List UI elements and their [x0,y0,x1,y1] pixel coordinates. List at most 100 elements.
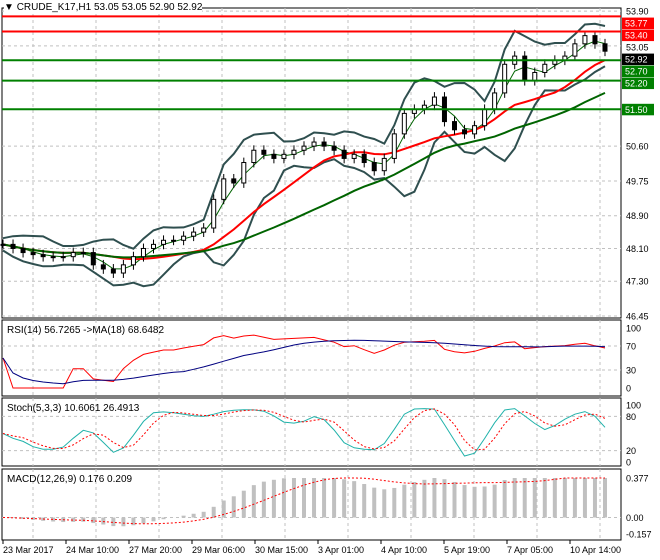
macd-histogram-bar [322,478,327,518]
macd-histogram-bar [51,517,56,522]
level-tag-label: 53.77 [625,19,648,29]
time-tick-label: 24 Mar 10:00 [66,545,119,555]
candle-body [582,35,588,45]
candle-body [502,63,508,94]
pane-border-1 [1,319,622,397]
candle-body [0,243,6,246]
macd-histogram-bar [352,481,357,518]
indicator-tick-label: 0.377 [626,474,649,484]
macd-histogram-bar [522,478,527,518]
macd-histogram-bar [502,480,507,518]
macd-signal-line [2,477,605,525]
time-tick-label: 27 Mar 20:00 [129,545,182,555]
candle-body [271,153,277,159]
macd-histogram-bar [251,485,256,518]
candle-body [251,149,257,164]
macd-histogram-bar [372,487,377,518]
macd-histogram-bar [392,487,397,518]
current-price-tag [622,53,654,66]
candle-body [401,112,407,135]
candle-body [50,256,56,259]
candle-body [171,239,177,242]
level-tag [622,65,654,78]
candle-body [592,35,598,45]
macd-histogram-bar [302,478,306,518]
stoch-signal-line [2,408,606,451]
macd-histogram-bar [101,517,106,525]
macd-histogram-bar [582,478,587,518]
indicator-tick-label: 20 [626,446,636,456]
macd-histogram-bar [291,478,296,518]
price-tick-label: 50.60 [626,142,649,152]
macd-histogram-bar [603,478,607,518]
candle-body [331,145,337,151]
macd-histogram-bar [342,479,347,518]
level-tag-label: 52.20 [625,79,648,89]
pane-border-3 [1,468,622,541]
indicator-label: Stoch(5,3,3) 10.6061 26.4913 [7,403,140,414]
candle-body [20,247,26,254]
indicator-tick-label: 100 [626,401,641,411]
candle-body [311,141,317,147]
candle-body [462,129,468,135]
candle-body [472,125,478,135]
macd-histogram-bar [141,517,146,524]
macd-histogram-bar [71,517,76,522]
candle-body [221,178,227,200]
macd-histogram-bar [412,482,417,518]
macd-histogram-bar [31,517,36,520]
lower-band [2,65,606,288]
macd-histogram-bar [121,517,126,527]
current-price-label: 52.92 [625,55,648,65]
price-tick-label: 49.75 [626,176,649,186]
price-tick-label: 47.30 [626,277,649,287]
level-tag-label: 51.50 [625,105,648,115]
candle-body [452,121,457,131]
price-tick-label: 48.90 [626,211,649,221]
stoch-main-line [2,408,606,457]
candle-body [201,227,207,233]
candle-body [281,153,287,159]
pane-border-0 [1,7,622,319]
macd-histogram-bar [542,478,547,518]
macd-histogram-bar [161,517,166,520]
candle-body [482,108,488,127]
price-tick-label: 53.05 [626,43,649,53]
candle-body [80,252,86,255]
candle-body [351,153,357,159]
macd-histogram-bar [211,506,216,518]
macd-histogram-bar [552,478,557,518]
time-tick-label: 4 Apr 10:00 [381,545,427,555]
level-tag-label: 52.70 [625,67,648,77]
indicator-tick-label: 70 [626,342,636,352]
time-tick-label: 29 Mar 06:00 [192,545,245,555]
dropdown-arrow-icon[interactable]: ▼ [4,2,14,13]
upper-band [2,22,606,250]
symbol-label: CRUDE_K17,H1 [16,2,92,13]
time-tick-label: 30 Mar 15:00 [255,545,308,555]
time-tick-label: 10 Apr 14:00 [570,545,621,555]
candle-body [572,43,578,57]
indicator-label: MACD(12,26,9) 0.176 0.209 [7,474,133,485]
candle-body [110,268,116,274]
macd-histogram-bar [592,478,597,518]
candle-body [211,198,217,229]
candle-body [231,178,237,184]
ohlc-values: 53.05 53.05 52.90 52.92 [93,2,203,13]
macd-histogram-bar [312,478,317,518]
macd-histogram-bar [201,511,206,518]
candle-body [120,264,126,274]
macd-histogram-bar [432,478,437,518]
macd-histogram-bar [332,478,337,518]
macd-histogram-bar [472,486,477,518]
macd-histogram-bar [281,478,286,518]
candle-body [361,153,367,164]
macd-histogram-bar [492,484,497,518]
candle-body [532,71,538,82]
indicator-tick-label: -0.157 [626,530,652,540]
macd-histogram-bar [131,517,136,526]
price-tick-label: 53.90 [626,7,649,17]
candle-body [140,247,146,258]
